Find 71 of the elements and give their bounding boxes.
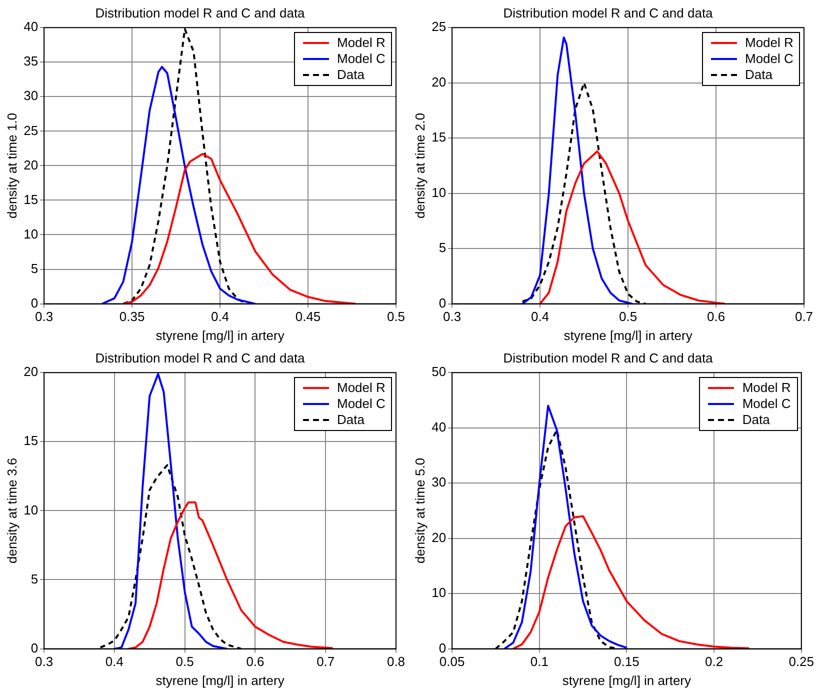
chart-title: Distribution model R and C and data: [503, 5, 714, 20]
y-tick-label: 25: [432, 19, 446, 34]
y-tick-label: 10: [432, 184, 446, 200]
y-axis-title: density at time 1.0: [4, 112, 20, 218]
x-tick-label: 0.7: [316, 654, 335, 670]
legend-label: Model C: [337, 51, 386, 66]
y-tick-label: 0: [438, 295, 446, 310]
y-tick-label: 15: [24, 433, 38, 448]
y-tick-label: 20: [24, 157, 38, 172]
x-tick-label: 0.4: [105, 654, 124, 670]
x-tick-label: 0.25: [788, 654, 814, 670]
legend-label: Model R: [745, 35, 794, 50]
x-tick-label: 0.1: [530, 654, 548, 670]
legend-label: Model C: [745, 51, 794, 66]
y-tick-label: 50: [432, 364, 446, 380]
x-tick-label: 0.3: [35, 654, 54, 670]
legend-label: Model R: [337, 380, 386, 396]
y-tick-label: 0: [30, 295, 38, 310]
x-tick-label: 0.5: [618, 309, 638, 324]
y-tick-label: 15: [24, 192, 38, 207]
x-tick-label: 0.6: [246, 654, 264, 670]
legend-label: Model C: [742, 396, 791, 412]
y-tick-label: 25: [24, 122, 38, 138]
y-axis-title: density at time 2.0: [412, 112, 428, 218]
x-tick-label: 0.5: [176, 654, 194, 670]
y-tick-label: 10: [24, 226, 38, 242]
x-tick-label: 0.05: [439, 654, 465, 670]
y-tick-label: 30: [24, 88, 38, 104]
y-tick-label: 10: [432, 585, 446, 600]
legend-label: Model R: [337, 35, 386, 50]
x-tick-label: 0.3: [443, 309, 462, 324]
legend-label: Data: [337, 67, 364, 82]
x-tick-label: 0.3: [35, 309, 54, 324]
chart-title: Distribution model R and C and data: [503, 350, 714, 366]
x-tick-label: 0.7: [794, 309, 814, 324]
x-tick-label: 0.45: [295, 309, 321, 324]
x-tick-label: 0.6: [706, 309, 726, 324]
y-tick-label: 20: [432, 74, 446, 90]
x-tick-label: 0.5: [386, 309, 406, 324]
y-tick-label: 5: [30, 571, 38, 586]
x-tick-label: 0.2: [704, 654, 724, 670]
legend-label: Data: [742, 412, 770, 428]
legend-label: Model R: [742, 380, 791, 396]
y-tick-label: 15: [432, 130, 446, 145]
y-tick-label: 5: [30, 260, 38, 276]
x-axis-title: styrene [mg/l] in artery: [156, 672, 285, 688]
chart-title: Distribution model R and C and data: [95, 350, 306, 366]
y-axis-title: density at time 5.0: [412, 458, 428, 564]
x-tick-label: 0.8: [386, 654, 406, 670]
y-tick-label: 30: [432, 474, 446, 490]
x-tick-label: 0.35: [119, 309, 145, 324]
x-axis-title: styrene [mg/l] in artery: [564, 328, 693, 343]
chart-title: Distribution model R and C and data: [95, 5, 306, 20]
y-axis-title: density at time 3.6: [4, 458, 20, 564]
y-tick-label: 35: [24, 54, 38, 69]
y-tick-label: 5: [438, 240, 446, 256]
legend-label: Model C: [337, 396, 386, 412]
legend-label: Data: [337, 412, 364, 428]
x-tick-label: 0.4: [531, 309, 550, 324]
x-tick-label: 0.15: [614, 654, 640, 670]
y-tick-label: 40: [432, 419, 446, 434]
y-tick-label: 10: [24, 502, 38, 518]
x-axis-title: styrene [mg/l] in artery: [562, 672, 692, 688]
x-tick-label: 0.4: [210, 309, 230, 324]
legend-label: Data: [745, 67, 772, 82]
y-tick-label: 20: [24, 364, 38, 380]
y-tick-label: 0: [30, 640, 38, 656]
y-tick-label: 0: [438, 640, 446, 656]
y-tick-label: 20: [432, 530, 446, 545]
x-axis-title: styrene [mg/l] in artery: [156, 328, 285, 343]
y-tick-label: 40: [24, 19, 38, 34]
